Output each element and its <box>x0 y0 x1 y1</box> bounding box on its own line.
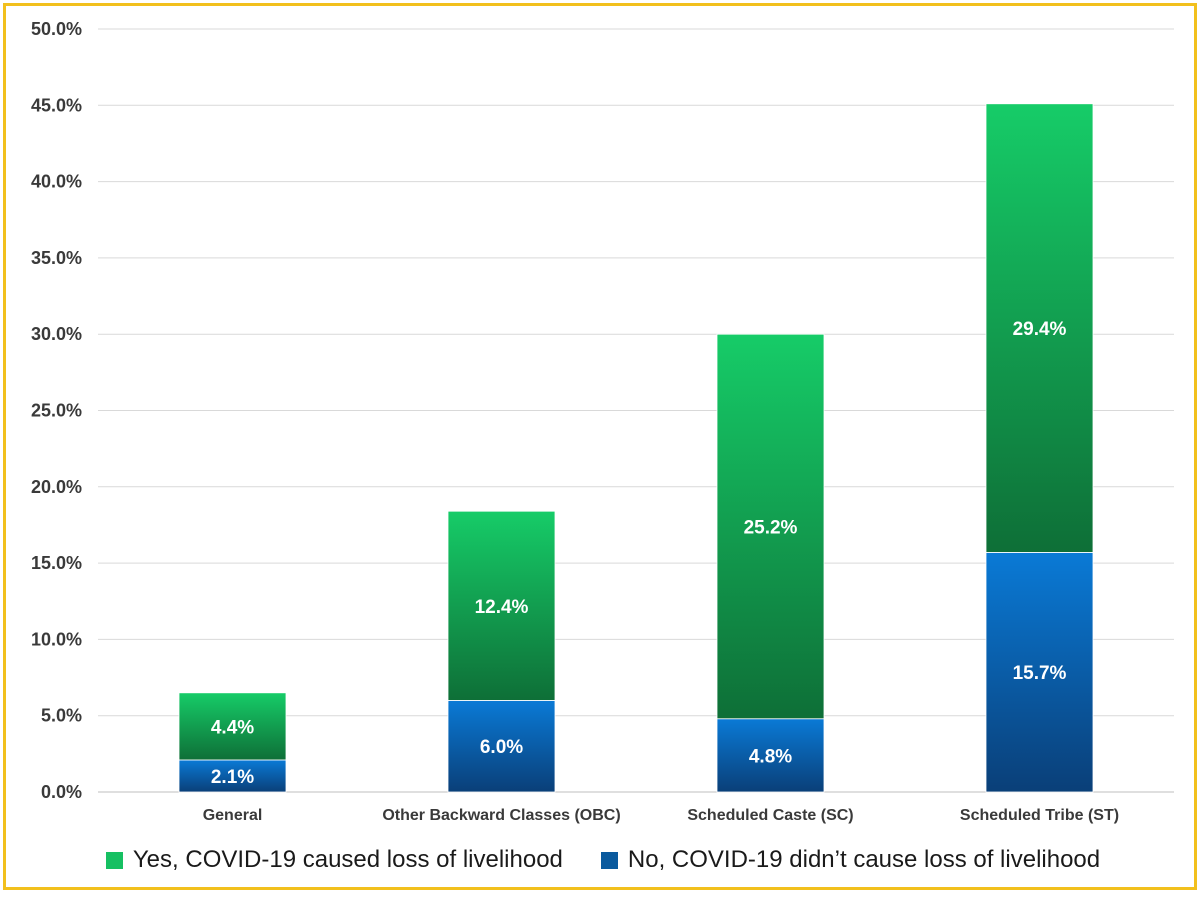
x-category-label: Scheduled Caste (SC) <box>687 807 853 824</box>
bar-yes-1 <box>447 510 556 701</box>
x-category-label: General <box>203 807 263 824</box>
y-tick-label: 45.0% <box>31 95 82 115</box>
data-label: 15.7% <box>1013 663 1067 684</box>
data-label: 6.0% <box>480 737 523 758</box>
bar-no-0 <box>178 759 287 793</box>
x-category-label: Other Backward Classes (OBC) <box>382 807 620 824</box>
legend: Yes, COVID-19 caused loss of livelihood … <box>6 842 1200 878</box>
bar-yes-2 <box>716 333 825 720</box>
bar-yes-3 <box>985 103 1094 553</box>
legend-swatch-yes <box>105 851 123 869</box>
y-tick-label: 0.0% <box>41 782 82 802</box>
data-label: 25.2% <box>744 517 798 538</box>
bars <box>178 103 1094 793</box>
legend-swatch-no <box>600 851 618 869</box>
bar-yes-0 <box>178 692 287 761</box>
data-label: 4.4% <box>211 717 254 738</box>
bar-no-1 <box>447 700 556 793</box>
y-tick-label: 25.0% <box>31 401 82 421</box>
data-label: 4.8% <box>749 746 792 767</box>
chart-frame: 2.1% 4.4% 6.0% 12.4% 4.8% 25.2% 15.7% 29.4% 0.0… <box>3 3 1197 890</box>
y-tick-label: 20.0% <box>31 477 82 497</box>
legend-item-no: No, COVID-19 didn’t cause loss of liveli… <box>600 846 1101 874</box>
axis-labels: 0.0% 5.0% 10.0% 15.0% 20.0% 25.0% 30.0% 35.0% 40… <box>31 19 1119 824</box>
data-label: 2.1% <box>211 767 254 788</box>
y-tick-label: 15.0% <box>31 553 82 573</box>
bar-no-2 <box>716 718 825 793</box>
stacked-bar-chart: 2.1% 4.4% 6.0% 12.4% 4.8% 25.2% 15.7% 29.4% 0.0… <box>31 19 1174 824</box>
y-tick-label: 5.0% <box>41 706 82 726</box>
y-tick-label: 50.0% <box>31 19 82 39</box>
y-tick-label: 10.0% <box>31 629 82 649</box>
y-tick-label: 40.0% <box>31 172 82 192</box>
legend-label-yes: Yes, COVID-19 caused loss of livelihood <box>132 846 563 873</box>
data-label: 12.4% <box>475 597 529 618</box>
bar-no-3 <box>985 552 1094 793</box>
x-category-label: Scheduled Tribe (ST) <box>960 807 1119 824</box>
data-labels: 2.1% 4.4% 6.0% 12.4% 4.8% 25.2% 15.7% 29.4% <box>211 319 1067 788</box>
legend-item-yes: Yes, COVID-19 caused loss of livelihood <box>105 846 563 874</box>
data-label: 29.4% <box>1013 319 1067 340</box>
y-tick-label: 30.0% <box>31 324 82 344</box>
legend-label-no: No, COVID-19 didn’t cause loss of liveli… <box>627 846 1101 873</box>
y-tick-label: 35.0% <box>31 248 82 268</box>
